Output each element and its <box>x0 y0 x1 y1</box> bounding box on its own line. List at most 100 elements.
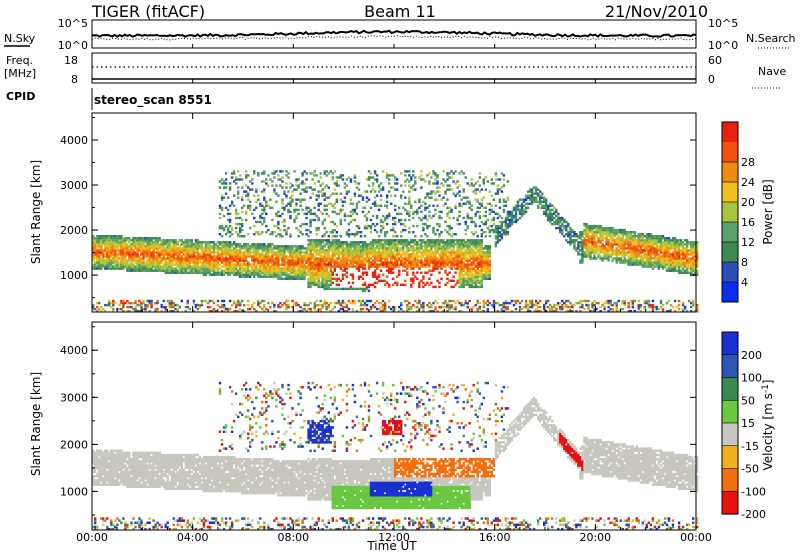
heatmap-cell <box>424 249 427 252</box>
heatmap-cell <box>317 180 320 183</box>
heatmap-cell <box>104 243 107 246</box>
heatmap-cell <box>247 269 250 272</box>
heatmap-cell <box>150 243 153 246</box>
heatmap-cell <box>367 243 371 246</box>
heatmap-cell <box>144 261 147 264</box>
heatmap-cell <box>309 277 312 280</box>
heatmap-cell <box>108 235 111 238</box>
heatmap-cell <box>228 257 232 260</box>
heatmap-cell <box>269 206 272 209</box>
heatmap-cell <box>502 210 506 214</box>
heatmap-cell <box>388 214 391 218</box>
heatmap-cell <box>255 253 258 256</box>
heatmap-cell <box>319 255 322 258</box>
heatmap-cell <box>124 239 127 242</box>
heatmap-cell <box>365 255 369 258</box>
heatmap-cell <box>196 271 200 274</box>
heatmap-cell <box>269 271 272 274</box>
heatmap-cell <box>369 206 373 209</box>
heatmap-cell <box>506 218 510 222</box>
heatmap-cell <box>220 269 224 272</box>
heatmap-cell <box>478 245 481 248</box>
heatmap-cell <box>287 190 290 193</box>
heatmap-cell <box>277 226 280 230</box>
heatmap-cell <box>478 285 481 289</box>
heatmap-cell <box>281 267 284 270</box>
heatmap-cell <box>327 245 330 248</box>
heatmap-cell <box>255 249 258 252</box>
heatmap-cell <box>313 265 316 268</box>
heatmap-cell <box>470 281 473 284</box>
heatmap-cell <box>474 271 477 274</box>
heatmap-cell <box>428 301 431 305</box>
heatmap-cell <box>180 265 183 268</box>
heatmap-cell <box>385 263 389 266</box>
heatmap-cell <box>430 261 433 264</box>
heatmap-cell <box>478 265 481 268</box>
noise-tick-right-bottom: 10^0 <box>708 39 738 52</box>
heatmap-cell <box>106 239 109 242</box>
heatmap-cell <box>369 261 373 264</box>
heatmap-cell <box>412 263 415 266</box>
heatmap-cell <box>319 299 322 303</box>
heatmap-cell <box>478 301 481 305</box>
heatmap-cell <box>514 208 518 212</box>
heatmap-cell <box>369 231 373 234</box>
heatmap-cell <box>329 249 332 252</box>
heatmap-cell <box>245 249 248 252</box>
heatmap-cell <box>375 265 379 268</box>
heatmap-cell <box>263 265 266 268</box>
heatmap-cell <box>112 259 115 262</box>
heatmap-cell <box>234 222 238 226</box>
heatmap-cell <box>283 267 286 270</box>
heatmap-cell <box>331 251 334 254</box>
heatmap-cell <box>379 239 383 242</box>
heatmap-cell <box>281 212 284 216</box>
heatmap-cell <box>291 249 294 252</box>
heatmap-cell <box>363 281 367 284</box>
heatmap-cell <box>265 257 268 260</box>
heatmap-cell <box>434 251 437 254</box>
heatmap-cell <box>371 239 375 242</box>
heatmap-cell <box>170 253 173 256</box>
heatmap-cell <box>408 301 411 305</box>
heatmap-cell <box>160 305 163 309</box>
heatmap-cell <box>98 267 101 270</box>
heatmap-cell <box>450 261 453 264</box>
heatmap-cell <box>377 263 381 266</box>
heatmap-cell <box>462 285 465 289</box>
heatmap-cell <box>309 263 312 266</box>
heatmap-cell <box>456 261 459 264</box>
heatmap-cell <box>341 269 345 272</box>
heatmap-cell <box>412 241 415 244</box>
heatmap-cell <box>210 263 214 266</box>
heatmap-cell <box>168 255 171 258</box>
heatmap-cell <box>426 226 429 230</box>
heatmap-cell <box>480 277 483 280</box>
heatmap-cell <box>200 261 204 264</box>
heatmap-cell <box>452 241 455 244</box>
heatmap-cell <box>400 257 403 260</box>
heatmap-cell <box>379 245 383 248</box>
heatmap-cell <box>361 206 365 209</box>
heatmap-cell <box>508 212 512 216</box>
heatmap-cell <box>398 263 401 266</box>
heatmap-cell <box>381 279 385 282</box>
heatmap-cell <box>208 269 212 272</box>
heatmap-cell <box>361 196 365 199</box>
heatmap-cell <box>446 310 449 313</box>
heatmap-cell <box>106 241 109 244</box>
heatmap-cell <box>92 257 95 260</box>
heatmap-cell <box>323 249 326 252</box>
heatmap-cell <box>273 245 276 248</box>
heatmap-cell <box>174 243 177 246</box>
heatmap-cell <box>228 186 232 189</box>
heatmap-cell <box>243 269 246 272</box>
heatmap-cell <box>379 198 383 201</box>
heatmap-cell <box>259 204 262 207</box>
heatmap-cell <box>458 222 461 226</box>
heatmap-cell <box>269 198 272 201</box>
heatmap-cell <box>438 305 441 309</box>
heatmap-cell <box>454 233 457 236</box>
heatmap-cell <box>381 245 385 248</box>
